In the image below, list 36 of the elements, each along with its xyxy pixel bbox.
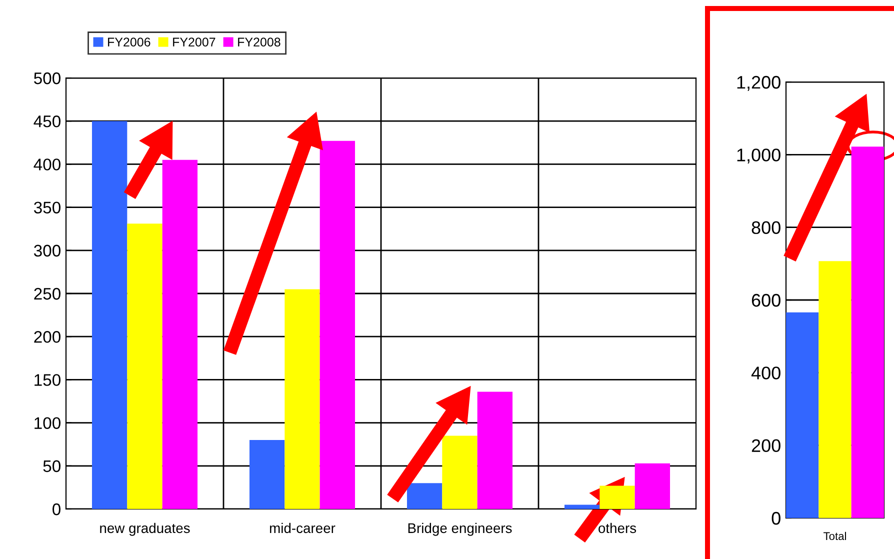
legend-label: FY2008 [238,38,280,46]
y-tick-label: 0 [52,503,60,516]
y-tick-label: 500 [34,72,60,84]
y-tick-label: 200 [34,331,60,343]
y-tick-label: 150 [34,374,60,386]
y-tick-label: 250 [34,288,60,300]
x-tick-label: others [598,522,636,534]
y-tick-label: 350 [34,202,60,214]
bar [127,224,162,509]
y-tick-label: 450 [34,116,60,128]
bar [634,463,670,509]
y-tick-label: 1,000 [737,148,780,164]
legend-label: FY2006 [108,38,150,46]
y-tick-label: 400 [751,366,780,380]
bar [442,436,478,509]
y-tick-label: 100 [34,417,60,430]
bar [477,392,513,509]
y-tick-label: 400 [34,158,60,170]
x-tick-label: Bridge engineers [408,522,512,536]
bar [92,121,128,509]
y-tick-label: 600 [752,294,780,307]
x-tick-label: new graduates [100,522,190,536]
y-tick-label: 50 [43,460,60,472]
y-tick-label: 0 [772,512,780,525]
y-tick-label: 300 [34,244,60,257]
y-tick-label: 200 [752,439,780,452]
legend-label: FY2007 [173,38,216,46]
bar [162,160,198,509]
bar [406,483,442,509]
bar [786,312,819,518]
y-tick-label: 800 [752,221,780,234]
bar [564,504,600,509]
y-tick-label: 1,200 [737,76,780,91]
x-tick-label: Total [824,532,846,540]
x-tick-label: mid-career [270,522,336,534]
bar [249,440,285,509]
